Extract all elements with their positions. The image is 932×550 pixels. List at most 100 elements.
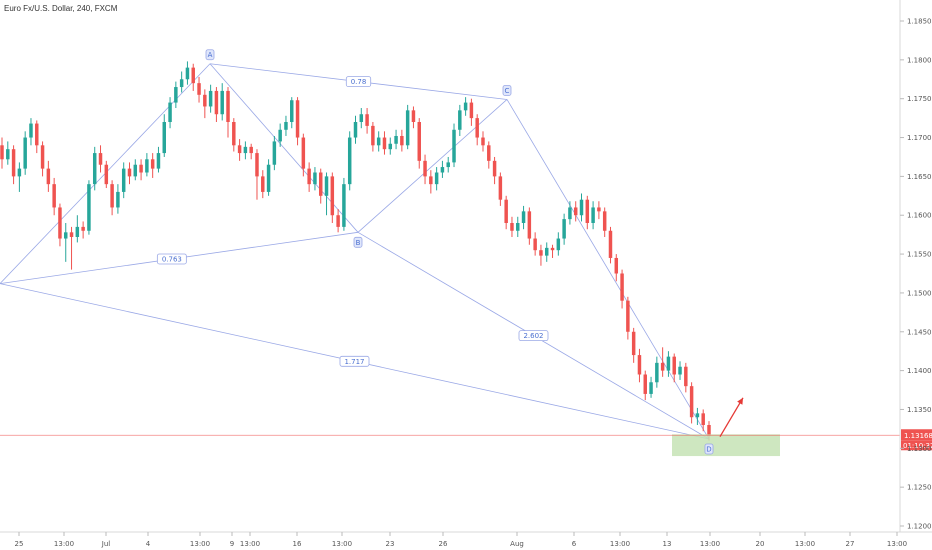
time-tick-label: 13:00 xyxy=(795,540,815,548)
price-tick-label: 1.18500 xyxy=(907,18,932,26)
time-tick-label: 13:00 xyxy=(700,540,720,548)
candle-body xyxy=(40,145,45,169)
candle-body xyxy=(452,129,456,163)
ratio-label: 0.763 xyxy=(162,255,182,263)
price-tick-label: 1.17500 xyxy=(907,95,932,103)
time-tick-label: 16 xyxy=(293,540,302,548)
candle-body xyxy=(139,164,143,173)
candle-body xyxy=(608,230,613,258)
candle-body xyxy=(52,184,56,208)
price-tick-label: 1.16500 xyxy=(907,173,932,181)
price-tick-label: 1.12500 xyxy=(907,484,932,492)
candle-body xyxy=(6,149,10,160)
candle-body xyxy=(626,300,630,332)
candle-body xyxy=(203,94,207,107)
candle-body xyxy=(388,143,393,150)
point-badge-d xyxy=(704,443,714,455)
overlays: D 1.13168 01:10:32 xyxy=(0,397,932,457)
candle-body xyxy=(17,168,22,177)
current-price-badge xyxy=(901,429,932,441)
time-tick-label: 23 xyxy=(386,540,395,548)
candle-body xyxy=(492,160,497,177)
candle-body xyxy=(133,164,138,177)
candle-body xyxy=(643,374,647,394)
time-tick-label: 26 xyxy=(439,540,448,548)
candle-body xyxy=(290,100,294,122)
candle-body xyxy=(440,167,445,173)
price-tick-label: 1.17000 xyxy=(907,134,932,142)
price-tick-label: 1.18000 xyxy=(907,56,932,64)
candle-body xyxy=(458,110,462,130)
candle-body xyxy=(678,366,682,375)
candle-body xyxy=(527,211,532,239)
candle-body xyxy=(69,232,74,237)
candle-body xyxy=(0,145,4,160)
candle-body xyxy=(318,172,323,196)
countdown-badge xyxy=(901,440,932,451)
candle-body xyxy=(295,100,300,138)
candle-body xyxy=(411,110,416,122)
point-badge xyxy=(205,49,215,61)
price-tick-label: 1.16000 xyxy=(907,212,932,220)
candle-body xyxy=(197,83,201,95)
candle-body xyxy=(35,123,39,146)
time-tick-label: 13:00 xyxy=(887,540,907,548)
candle-body xyxy=(585,199,590,223)
time-tick-label: 25 xyxy=(15,540,24,548)
candle-body xyxy=(579,199,584,216)
candle-body xyxy=(371,125,375,146)
candle-body xyxy=(313,172,317,185)
candle-body xyxy=(417,122,421,161)
candle-body xyxy=(168,102,172,122)
candle-body xyxy=(498,176,503,200)
pattern-leg xyxy=(357,99,508,233)
target-arrow-line xyxy=(719,397,744,437)
candle-body xyxy=(463,102,468,111)
candle-body xyxy=(342,184,346,227)
ratio-badge xyxy=(156,253,187,265)
time-tick-label: 13:00 xyxy=(190,540,210,548)
candle-body xyxy=(649,382,653,394)
ratio-badge xyxy=(345,76,372,87)
candle-body xyxy=(365,114,369,126)
candle-body xyxy=(81,226,85,231)
candle-body xyxy=(185,67,190,80)
candle-body xyxy=(655,362,659,383)
time-tick-label: Jul xyxy=(101,540,111,548)
candle-body xyxy=(243,146,248,154)
candle-body xyxy=(214,90,219,115)
pattern-leg xyxy=(506,99,710,440)
candle-body xyxy=(237,145,242,154)
candle-body xyxy=(446,162,450,168)
candle-body xyxy=(602,211,607,231)
candle-body xyxy=(573,207,578,216)
ratio-label: 0.78 xyxy=(351,78,367,86)
countdown-label: 01:10:32 xyxy=(903,442,932,450)
ratio-badge xyxy=(339,355,370,367)
candle-body xyxy=(672,356,676,375)
candle-body xyxy=(23,137,27,169)
current-price-label: 1.13168 xyxy=(904,432,932,440)
candle-body xyxy=(46,168,51,185)
candle-body xyxy=(405,110,410,146)
point-label-d-top: D xyxy=(706,445,711,453)
point-badge xyxy=(502,85,512,96)
candle-body xyxy=(521,211,526,223)
candle-body xyxy=(301,137,306,169)
time-tick-label: 13 xyxy=(663,540,672,548)
candle-body xyxy=(666,356,671,371)
time-tick-label: 13:00 xyxy=(332,540,352,548)
target-arrow-head xyxy=(737,397,743,405)
candle-body xyxy=(660,362,665,371)
candle-body xyxy=(145,159,149,173)
candle-body xyxy=(487,145,491,161)
ratio-label: 2.602 xyxy=(523,332,543,340)
candle-body xyxy=(278,129,282,142)
candle-body xyxy=(382,137,387,150)
candle-body xyxy=(249,146,253,154)
candle-body xyxy=(11,149,16,177)
candle-body xyxy=(272,141,277,165)
candle-body xyxy=(434,172,439,185)
candle-body xyxy=(591,207,595,223)
